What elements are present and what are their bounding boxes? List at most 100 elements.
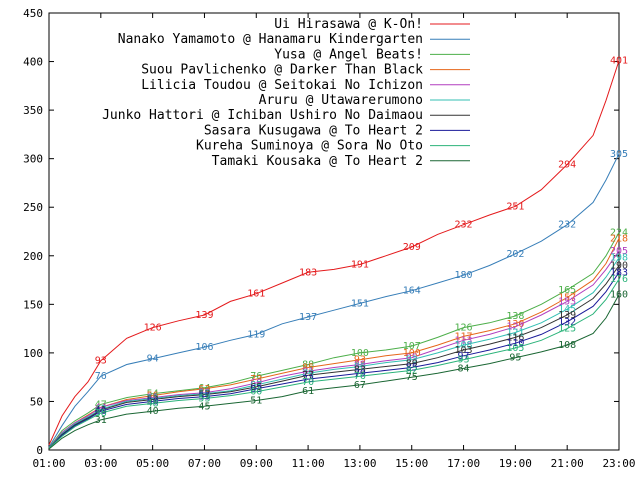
series-lines (48, 60, 620, 450)
series-line-5 (48, 250, 620, 449)
series-line-7 (48, 265, 620, 449)
x-tick-label: 09:00 (240, 457, 273, 470)
data-label: 70 (302, 377, 314, 388)
data-label: 294 (558, 159, 576, 170)
data-label: 100 (351, 348, 369, 359)
data-label: 73 (302, 374, 314, 385)
data-label: 198 (610, 253, 628, 264)
data-label: 65 (250, 382, 262, 393)
data-label: 89 (406, 359, 418, 370)
series-line-6 (48, 257, 620, 449)
data-label: 106 (195, 342, 213, 353)
legend-label: Ui Hirasawa @ K-On! (274, 17, 423, 32)
y-tick-label: 200 (23, 250, 43, 263)
y-tick-label: 450 (23, 7, 43, 20)
data-label: 95 (406, 353, 418, 364)
data-label: 130 (506, 319, 524, 330)
data-label: 117 (455, 331, 473, 342)
data-label: 53 (147, 394, 159, 405)
data-label: 105 (506, 343, 524, 354)
data-label: 126 (455, 323, 473, 334)
y-tick-label: 100 (23, 347, 43, 360)
data-label: 100 (403, 348, 421, 359)
data-label: 180 (455, 270, 473, 281)
data-label: 125 (558, 324, 576, 335)
data-label: 63 (250, 384, 262, 395)
data-label: 108 (558, 340, 576, 351)
data-label: 60 (250, 387, 262, 398)
data-label: 88 (354, 360, 366, 371)
data-label: 116 (506, 332, 524, 343)
data-label: 164 (403, 286, 421, 297)
data-label: 52 (147, 395, 159, 406)
x-tick-label: 01:00 (32, 457, 65, 470)
data-label: 56 (147, 391, 159, 402)
data-label: 77 (302, 370, 314, 381)
x-tick-label: 21:00 (551, 457, 584, 470)
data-label: 85 (302, 362, 314, 373)
data-label: 176 (610, 274, 628, 285)
data-label: 95 (509, 353, 521, 364)
x-tick-label: 23:00 (602, 457, 635, 470)
data-label: 205 (610, 246, 628, 257)
legend: Ui Hirasawa @ K-On!Nanako Yamamoto @ Han… (102, 17, 470, 169)
data-label: 97 (458, 351, 470, 362)
y-tick-label: 50 (30, 395, 43, 408)
data-label: 93 (354, 355, 366, 366)
data-label: 401 (610, 56, 628, 67)
data-label: 86 (354, 361, 366, 372)
data-label: 51 (250, 395, 262, 406)
x-tick-label: 13:00 (343, 457, 376, 470)
data-label: 76 (250, 371, 262, 382)
data-label: 251 (506, 201, 524, 212)
data-label: 93 (406, 355, 418, 366)
data-label: 137 (299, 312, 317, 323)
data-label: 57 (198, 390, 210, 401)
x-tick-label: 05:00 (136, 457, 169, 470)
x-axis-ticks: 01:00 03:00 05:00 07:00 09:00 11:00 13:00 15:00… (32, 13, 636, 470)
data-label: 108 (455, 340, 473, 351)
legend-label: Junko Hattori @ Ichiban Ushiro No Daimao… (102, 108, 423, 123)
data-label: 85 (406, 362, 418, 373)
data-label: 110 (506, 338, 524, 349)
legend-label: Yusa @ Angel Beats! (274, 47, 423, 62)
x-tick-label: 19:00 (499, 457, 532, 470)
data-label: 67 (354, 380, 366, 391)
data-label: 127 (506, 322, 524, 333)
data-label: 41 (95, 405, 107, 416)
data-label: 183 (299, 267, 317, 278)
legend-label: Kureha Suminoya @ Sora No Oto (196, 139, 423, 154)
data-label: 48 (147, 398, 159, 409)
legend-label: Suou Pavlichenko @ Darker Than Black (141, 63, 423, 78)
data-label: 121 (506, 327, 524, 338)
data-label: 93 (95, 356, 107, 367)
data-label: 58 (198, 389, 210, 400)
x-tick-label: 15:00 (395, 457, 428, 470)
data-label: 139 (195, 310, 213, 321)
data-label: 53 (198, 394, 210, 405)
y-tick-label: 350 (23, 104, 43, 117)
series-line-2 (48, 153, 620, 448)
data-label: 113 (455, 335, 473, 346)
data-label: 218 (610, 233, 628, 244)
series-line-9 (48, 278, 620, 449)
data-label: 107 (403, 341, 421, 352)
data-label: 76 (95, 371, 107, 382)
data-label: 79 (302, 368, 314, 379)
series-line-8 (48, 272, 620, 449)
data-label: 138 (506, 311, 524, 322)
legend-label: Lilicia Toudou @ Seitokai No Ichizon (141, 78, 423, 93)
y-tick-label: 0 (36, 444, 43, 457)
data-label: 40 (95, 406, 107, 417)
plot-frame (48, 12, 620, 451)
data-label: 160 (610, 290, 628, 301)
data-label: 75 (406, 372, 418, 383)
data-label: 165 (558, 285, 576, 296)
data-label: 94 (147, 354, 159, 365)
y-axis-ticks: 0 50 100 150 200 250 300 350 400 450 (23, 7, 619, 457)
data-label: 202 (506, 249, 524, 260)
data-label: 50 (147, 396, 159, 407)
data-label: 232 (455, 220, 473, 231)
legend-label: Nanako Yamamoto @ Hanamaru Kindergarten (118, 32, 423, 47)
